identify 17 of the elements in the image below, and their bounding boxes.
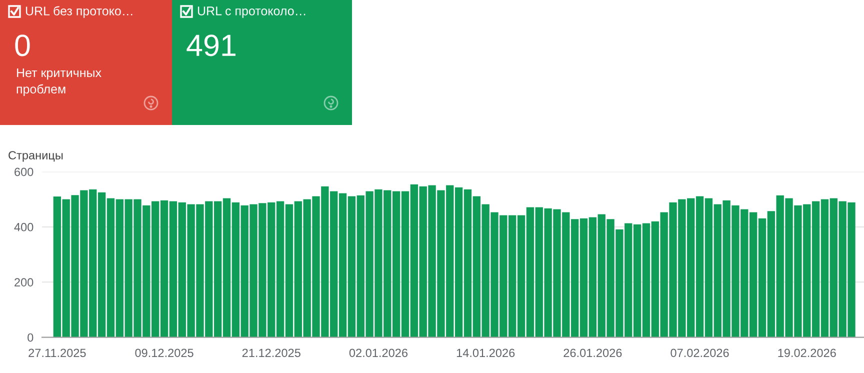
- x-tick-label: 26.01.2026: [564, 348, 622, 358]
- y-tick-label: 200: [14, 278, 34, 286]
- text: URL без протоко…: [26, 6, 132, 18]
- x-tick-label: 02.01.2026: [349, 348, 408, 358]
- y-axis-title: Страницы: [8, 151, 63, 162]
- x-tick-label: 27.11.2025: [28, 348, 86, 358]
- x-tick-label: 14.01.2026: [456, 348, 515, 358]
- x-tick-label: 19.02.2026: [778, 348, 836, 358]
- y-tick-label: 0: [28, 333, 34, 342]
- x-tick-label: 21.12.2025: [242, 348, 300, 358]
- text: 491: [186, 34, 236, 56]
- y-tick-label: 600: [14, 168, 34, 176]
- x-tick-label: 07.02.2026: [670, 348, 729, 358]
- text: URL с протоколо…: [198, 6, 306, 18]
- x-tick-label: 09.12.2025: [135, 348, 194, 358]
- text: Нет критичных проблем: [16, 68, 102, 96]
- y-tick-label: 400: [14, 222, 34, 232]
